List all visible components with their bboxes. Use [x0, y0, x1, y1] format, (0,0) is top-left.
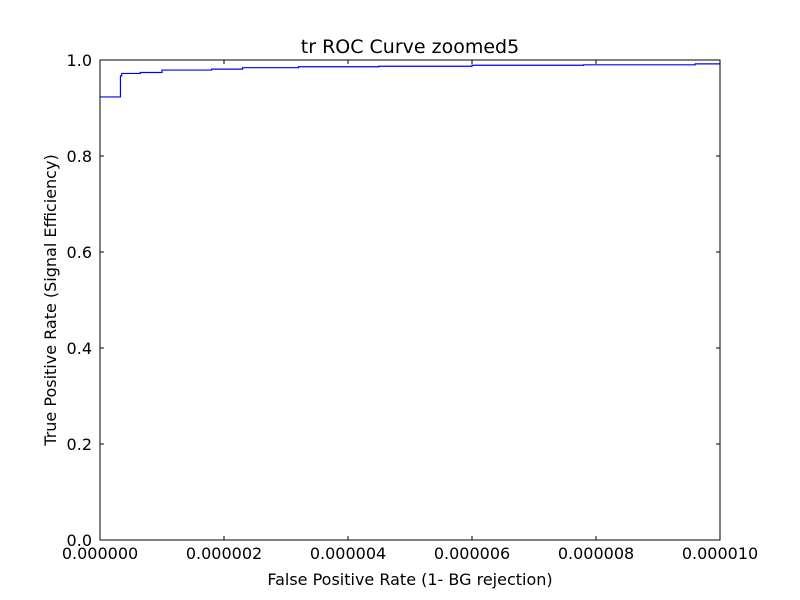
x-tick-label: 0.000010: [682, 544, 758, 563]
y-axis-label: True Positive Rate (Signal Efficiency): [41, 154, 60, 446]
y-tick-label: 0.4: [67, 339, 92, 358]
x-tick-label: 0.000000: [62, 544, 138, 563]
y-tick-label: 0.6: [67, 243, 92, 262]
y-tick-label: 0.8: [67, 147, 92, 166]
y-tick-label: 0.2: [67, 435, 92, 454]
x-tick-label: 0.000004: [310, 544, 386, 563]
chart-title: tr ROC Curve zoomed5: [301, 36, 519, 58]
x-tick-label: 0.000008: [558, 544, 634, 563]
series-layer: [100, 63, 720, 98]
y-tick-label: 0.0: [67, 531, 92, 550]
x-axis-label: False Positive Rate (1- BG rejection): [267, 570, 552, 589]
plot-frame: [99, 59, 721, 541]
roc-curve-line: [100, 63, 720, 98]
x-tick-label: 0.000006: [434, 544, 510, 563]
y-tick-label: 1.0: [67, 51, 92, 70]
x-tick-label: 0.000002: [186, 544, 262, 563]
ticks-layer: 0.000000 0.000002 0.000004 0.000006 0.000008…: [62, 51, 758, 563]
